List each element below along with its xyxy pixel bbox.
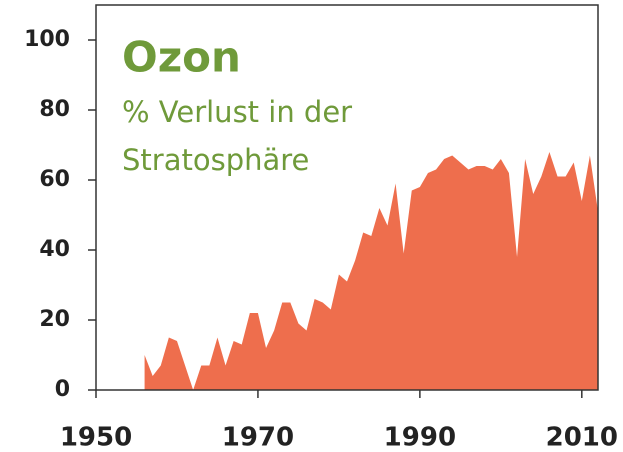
x-tick-label: 1950 bbox=[60, 423, 132, 452]
chart-title: Ozon bbox=[122, 33, 241, 82]
y-tick-label: 80 bbox=[39, 97, 70, 122]
y-tick-label: 20 bbox=[39, 307, 70, 332]
area bbox=[144, 152, 599, 390]
x-tick-label: 2010 bbox=[546, 423, 618, 452]
x-tick-label: 1990 bbox=[384, 423, 456, 452]
y-tick-label: 40 bbox=[39, 237, 70, 262]
y-tick-label: 60 bbox=[39, 167, 70, 192]
plot-frame bbox=[95, 4, 599, 391]
y-tick-label: 100 bbox=[24, 27, 70, 52]
y-tick-label: 0 bbox=[55, 377, 70, 402]
x-tick-label: 1970 bbox=[222, 423, 294, 452]
chart-subtitle: % Verlust in der Stratosphäre bbox=[122, 95, 353, 177]
